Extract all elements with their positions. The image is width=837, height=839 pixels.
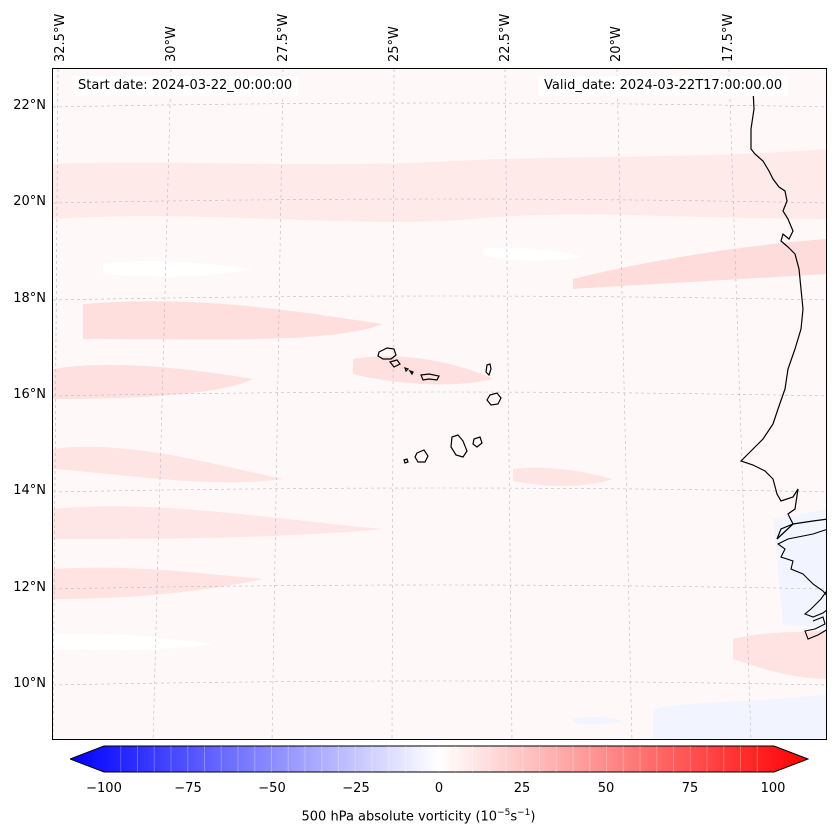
lat-label-20n: 20°N bbox=[13, 194, 46, 209]
cape-verde-islands bbox=[377, 347, 502, 464]
colorbar-tick-minus50: −50 bbox=[258, 781, 286, 796]
lat-label-18n: 18°N bbox=[13, 291, 46, 306]
map-canvas bbox=[53, 69, 826, 739]
lon-label-22-5w: 22.5°W bbox=[498, 13, 513, 62]
lat-label-12n: 12°N bbox=[13, 580, 46, 595]
colorbar-tick-minus25: −25 bbox=[342, 781, 370, 796]
vorticity-field-blue bbox=[573, 509, 826, 739]
colorbar bbox=[70, 745, 810, 773]
lon-label-20w: 20°W bbox=[609, 26, 624, 62]
colorbar-tick-0: 0 bbox=[434, 781, 444, 796]
africa-coastline bbox=[739, 88, 826, 540]
graticule bbox=[53, 69, 826, 739]
colorbar-tick-minus75: −75 bbox=[174, 781, 202, 796]
colorbar-tick-75: 75 bbox=[681, 781, 699, 796]
lat-label-14n: 14°N bbox=[13, 483, 46, 498]
lon-label-32-5w: 32.5°W bbox=[53, 13, 68, 62]
lat-label-16n: 16°N bbox=[13, 387, 46, 402]
lon-label-25w: 25°W bbox=[387, 26, 402, 62]
colorbar-tick-minus100: −100 bbox=[86, 781, 122, 796]
vorticity-map bbox=[52, 68, 827, 740]
lon-label-30w: 30°W bbox=[164, 26, 179, 62]
colorbar-tick-100: 100 bbox=[760, 781, 786, 796]
lat-label-10n: 10°N bbox=[13, 676, 46, 691]
valid-date-label: Valid_date: 2024-03-22T17:00:00.00 bbox=[538, 76, 789, 96]
africa-coastline-south bbox=[776, 529, 826, 640]
colorbar-body bbox=[70, 745, 810, 773]
colorbar-segments bbox=[120, 746, 758, 772]
colorbar-label: 500 hPa absolute vorticity (10−5s−1) bbox=[301, 808, 536, 825]
colorbar-tick-25: 25 bbox=[513, 781, 531, 796]
vorticity-field-white bbox=[53, 247, 583, 651]
lon-label-27-5w: 27.5°W bbox=[276, 13, 291, 62]
vorticity-field bbox=[53, 149, 826, 679]
lon-label-17-5w: 17.5°W bbox=[721, 13, 736, 62]
start-date-label: Start date: 2024-03-22_00:00:00 bbox=[72, 76, 299, 96]
lat-label-22n: 22°N bbox=[13, 98, 46, 113]
colorbar-tick-50: 50 bbox=[597, 781, 615, 796]
